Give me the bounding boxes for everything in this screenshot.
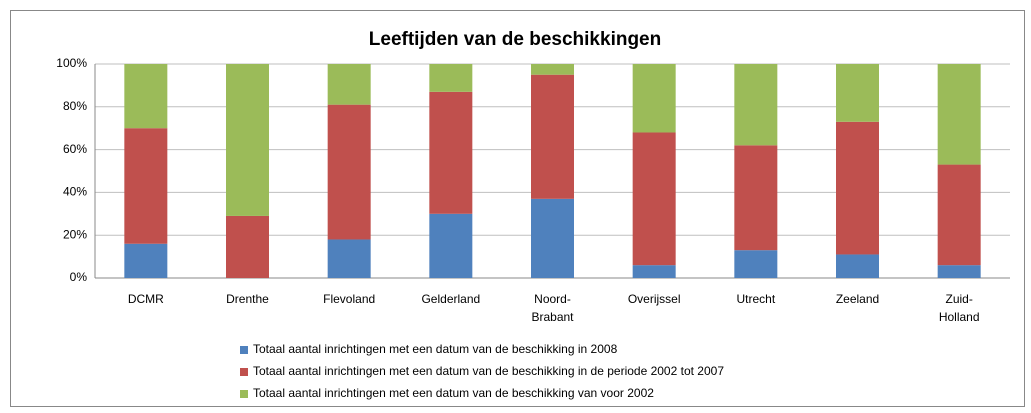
- legend-label: Totaal aantal inrichtingen met een datum…: [253, 364, 724, 378]
- bar-segment: [632, 132, 676, 266]
- legend-swatch: [240, 368, 248, 376]
- y-tick-label: 60%: [63, 142, 87, 156]
- bar-segment: [937, 164, 981, 266]
- chart-title: Leeftijden van de beschikkingen: [369, 29, 661, 50]
- bar-segment: [632, 64, 676, 133]
- bar-segment: [327, 64, 371, 105]
- bar-segment: [531, 198, 574, 278]
- x-tick-label: Overijssel: [628, 292, 681, 306]
- bar-segment: [226, 215, 269, 278]
- x-tick-label: Utrecht: [736, 292, 775, 306]
- bar-segment: [429, 213, 473, 278]
- bar-segment: [632, 265, 676, 278]
- bar-segment: [531, 64, 574, 75]
- bar-segment: [937, 64, 981, 165]
- legend-swatch: [240, 390, 248, 398]
- bar-segment: [327, 104, 371, 240]
- bar-segment: [531, 74, 574, 199]
- y-tick-label: 0%: [70, 270, 88, 284]
- y-tick-label: 80%: [63, 99, 87, 113]
- x-tick-label: Gelderland: [421, 292, 480, 306]
- bar-segment: [124, 243, 168, 278]
- y-tick-label: 100%: [56, 56, 87, 70]
- bar-segment: [327, 239, 371, 278]
- x-tick-label: Flevoland: [323, 292, 375, 306]
- bar-segment: [429, 64, 473, 92]
- x-tick-label: Zuid-Holland: [939, 292, 980, 324]
- bar-segment: [937, 265, 981, 278]
- bar-segment: [429, 91, 473, 214]
- bar-segment: [124, 128, 168, 244]
- y-tick-label: 20%: [63, 227, 87, 241]
- bar-segment: [734, 250, 778, 278]
- bar-segment: [734, 64, 778, 146]
- x-tick-label: Drenthe: [226, 292, 269, 306]
- bar-segment: [734, 145, 778, 251]
- bar-segment: [836, 121, 879, 255]
- x-tick-label: Zeeland: [836, 292, 879, 306]
- x-tick-label: Noord-Brabant: [531, 292, 574, 324]
- x-tick-label: DCMR: [128, 292, 164, 306]
- bar-segment: [124, 64, 168, 129]
- bar-segment: [836, 64, 879, 122]
- bar-segment: [226, 64, 269, 216]
- legend-label: Totaal aantal inrichtingen met een datum…: [253, 386, 654, 400]
- bar-segment: [836, 254, 879, 278]
- y-tick-label: 40%: [63, 185, 87, 199]
- legend-swatch: [240, 346, 248, 354]
- legend-label: Totaal aantal inrichtingen met een datum…: [253, 342, 618, 356]
